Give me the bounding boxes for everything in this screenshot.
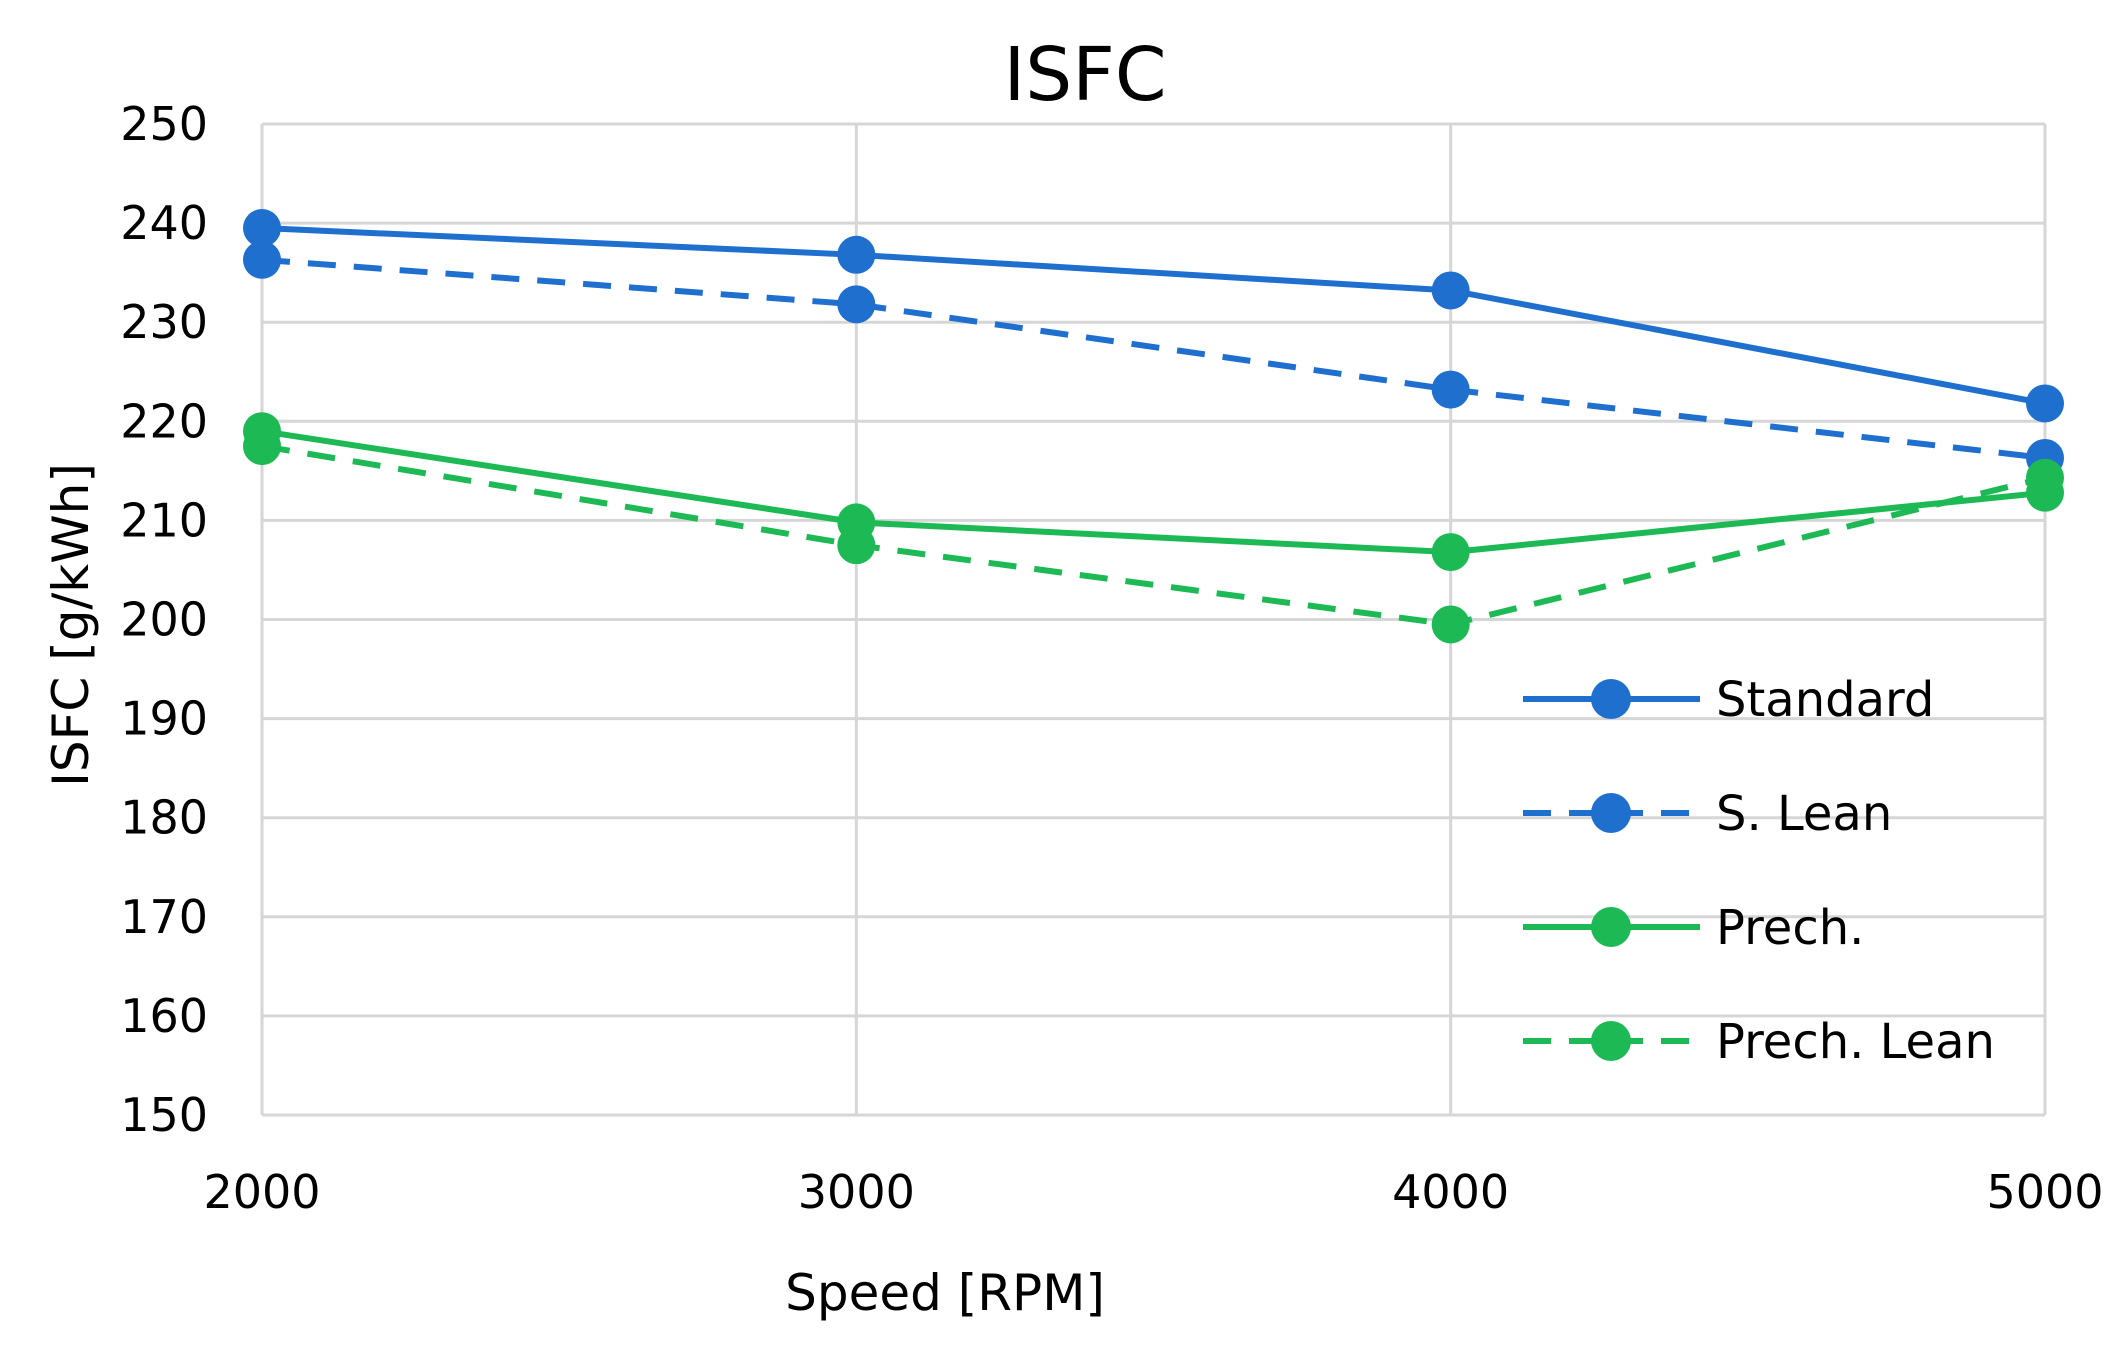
series-line	[261, 256, 2046, 461]
x-axis-ticks: 2000 3000 4000 5000	[203, 1165, 2103, 1219]
legend-item: Prech. Lean	[1523, 1014, 1995, 1070]
data-point	[1431, 533, 1470, 572]
legend-marker	[1591, 1021, 1631, 1061]
data-point	[243, 209, 281, 248]
legend-label: Standard	[1716, 672, 1934, 728]
series-group	[243, 209, 2064, 644]
y-tick-label: 230	[120, 295, 208, 349]
chart-title: ISFC	[1003, 32, 1166, 118]
y-tick-label: 210	[120, 493, 208, 547]
y-tick-label: 200	[120, 593, 208, 647]
legend-item: Prech.	[1523, 900, 1864, 956]
y-tick-label: 180	[120, 791, 208, 845]
legend-label: S. Lean	[1716, 786, 1892, 842]
y-axis-ticks: 150 160 170 180 190 200 210 220 230 240 250	[120, 97, 208, 1142]
legend-marker	[1591, 793, 1631, 833]
data-point	[1431, 370, 1470, 409]
legend-label: Prech. Lean	[1716, 1014, 1995, 1070]
y-tick-label: 220	[120, 394, 208, 448]
y-tick-label: 150	[120, 1088, 208, 1142]
y-tick-label: 190	[120, 692, 208, 746]
y-tick-label: 250	[120, 97, 208, 151]
legend-marker	[1591, 679, 1631, 719]
legend-item: Standard	[1523, 672, 1934, 728]
data-point	[837, 526, 876, 565]
series-line	[261, 225, 2046, 407]
y-tick-label: 170	[120, 890, 208, 944]
x-axis-label: Speed [RPM]	[785, 1264, 1105, 1322]
legend-label: Prech.	[1716, 900, 1864, 956]
data-point	[837, 285, 876, 324]
series-line	[261, 443, 2046, 628]
series-prech	[243, 412, 2064, 572]
x-tick-label: 4000	[1392, 1165, 1509, 1219]
legend-item: S. Lean	[1523, 786, 1892, 842]
data-point	[243, 427, 281, 466]
data-point	[837, 235, 876, 274]
data-point	[2026, 384, 2064, 423]
legend: Standard S. Lean Prech. Prech. Lean	[1523, 672, 1995, 1070]
series-standard	[243, 209, 2064, 423]
data-point	[2026, 458, 2064, 497]
x-tick-label: 5000	[1986, 1165, 2103, 1219]
data-point	[1431, 271, 1470, 310]
series-s-lean	[243, 240, 2064, 477]
y-axis-label: ISFC [g/kWh]	[42, 463, 100, 787]
x-tick-label: 3000	[798, 1165, 915, 1219]
series-line	[261, 428, 2046, 556]
data-point	[1431, 605, 1470, 644]
y-tick-label: 240	[120, 196, 208, 250]
y-tick-label: 160	[120, 989, 208, 1043]
data-point	[243, 240, 281, 279]
series-prech-lean	[243, 427, 2064, 644]
x-tick-label: 2000	[203, 1165, 320, 1219]
legend-marker	[1591, 907, 1631, 947]
